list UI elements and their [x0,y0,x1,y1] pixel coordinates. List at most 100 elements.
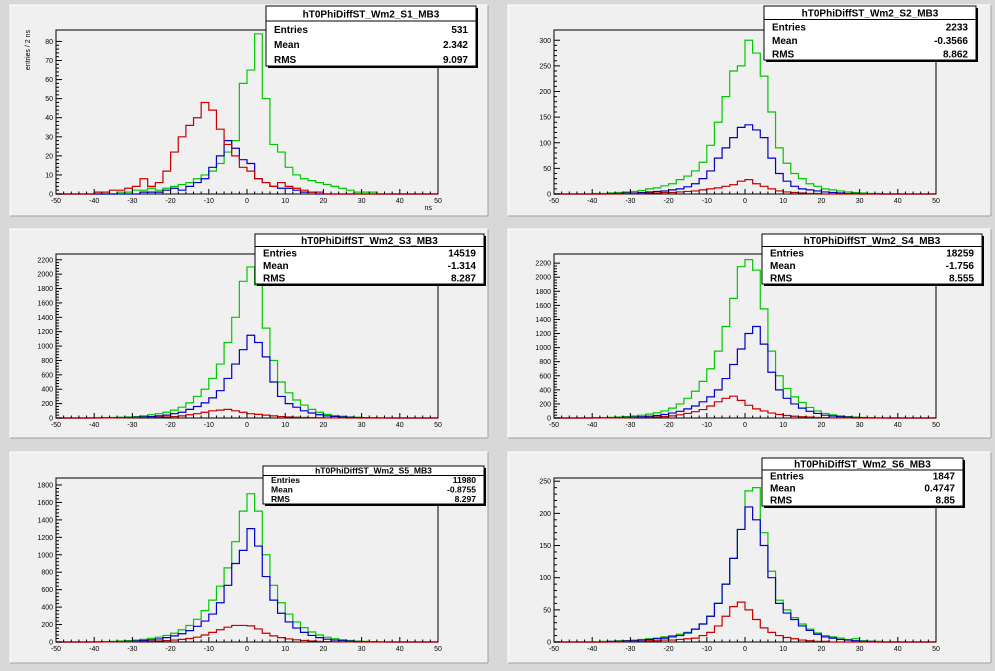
x-tick-label: 10 [281,646,289,653]
x-tick-label: -30 [625,646,635,653]
y-tick-label: 1600 [37,300,53,307]
stats-label: RMS [772,49,795,60]
stats-value: 8.555 [949,274,974,285]
stats-label: Mean [263,261,289,272]
stats-label: Entries [271,475,300,485]
stats-value: 11980 [453,475,477,485]
x-tick-label: -20 [166,646,176,653]
stats-label: Entries [274,25,308,36]
stats-label: Entries [263,249,297,260]
x-tick-label: -50 [549,422,559,429]
y-tick-label: 400 [41,387,53,394]
x-axis-title: ns [425,205,433,212]
stats-box [761,457,964,507]
y-tick-label: 200 [41,401,53,408]
y-tick-label: 50 [543,607,551,614]
stats-label: RMS [271,494,290,504]
y-tick-label: 1400 [37,517,53,524]
y-tick-label: 600 [41,372,53,379]
stats-box [265,5,477,67]
x-tick-label: 40 [396,646,404,653]
y-tick-label: 50 [45,96,53,103]
y-tick-label: 0 [49,192,53,199]
y-tick-label: 800 [41,358,53,365]
series-line-3 [56,408,438,419]
stats-title: hT0PhiDiffST_Wm2_S4_MB3 [804,236,941,247]
y-tick-label: 20 [45,153,53,160]
x-tick-label: 0 [743,422,747,429]
x-tick-label: 30 [358,198,366,205]
y-tick-label: 400 [41,605,53,612]
x-tick-label: -20 [664,646,674,653]
x-tick-label: 40 [894,422,902,429]
x-tick-label: 50 [932,646,940,653]
stats-label: Mean [271,485,293,495]
x-tick-label: -30 [625,422,635,429]
x-tick-label: -40 [587,198,597,205]
y-tick-label: 30 [45,134,53,141]
y-tick-label: 1800 [37,482,53,489]
y-tick-label: 2000 [37,272,53,279]
y-tick-label: 250 [539,63,551,70]
y-tick-label: 1800 [37,286,53,293]
y-tick-label: 80 [45,39,53,46]
stats-box [262,465,485,505]
x-tick-label: 20 [818,422,826,429]
y-tick-label: 1200 [535,331,551,338]
x-tick-label: -50 [549,646,559,653]
x-tick-label: -20 [664,198,674,205]
x-tick-label: 0 [245,198,249,205]
x-tick-label: 40 [396,422,404,429]
stats-label: Entries [772,22,806,33]
y-tick-label: 600 [41,587,53,594]
stats-value: -0.8755 [447,485,476,495]
x-tick-label: 20 [818,198,826,205]
x-tick-label: 30 [358,422,366,429]
stats-box [254,233,485,285]
x-tick-label: 20 [818,646,826,653]
x-tick-label: -10 [702,198,712,205]
series-line-1 [56,33,438,195]
stats-label: Mean [772,36,798,47]
x-tick-label: -10 [204,198,214,205]
x-tick-label: 50 [434,646,442,653]
y-tick-label: 800 [539,359,551,366]
histogram-panel-5: -50 -40 -30 -20 -10 0 10 20 30 40 50 0 200 400 600 800 1… [9,451,489,664]
x-tick-label: -50 [51,422,61,429]
y-tick-label: 1800 [535,289,551,296]
histogram-panel-6: -50 -40 -30 -20 -10 0 10 20 30 40 50 0 50 100 150 200 25… [507,451,992,664]
x-tick-label: 30 [358,646,366,653]
x-tick-label: 20 [320,646,328,653]
y-tick-label: 150 [539,115,551,122]
stats-value: 531 [451,25,468,36]
y-tick-label: 2200 [535,261,551,268]
y-tick-label: 0 [49,416,53,423]
x-tick-label: 50 [932,422,940,429]
y-tick-label: 2000 [535,275,551,282]
y-tick-label: 1400 [37,315,53,322]
x-tick-label: 0 [245,422,249,429]
x-tick-label: 30 [856,198,864,205]
stats-value: 8.85 [936,496,956,507]
x-tick-label: -10 [204,646,214,653]
y-tick-label: 0 [547,192,551,199]
x-tick-label: 40 [894,646,902,653]
y-tick-label: 100 [539,140,551,147]
y-tick-label: 1000 [535,345,551,352]
histogram-panel-1: -50 -40 -30 -20 -10 0 10 20 30 40 50 0 10 20 30 40 50 60 7… [9,4,489,217]
stats-value: 2.342 [443,40,468,51]
stats-value: -1.314 [448,261,477,272]
x-tick-label: 10 [281,198,289,205]
y-tick-label: 200 [539,89,551,96]
stats-title: hT0PhiDiffST_Wm2_S1_MB3 [303,10,440,21]
y-tick-label: 250 [539,479,551,486]
y-tick-label: 60 [45,77,53,84]
stats-value: 8.862 [943,49,968,60]
stats-label: Entries [770,472,804,483]
stats-label: Entries [770,249,804,260]
stats-title: hT0PhiDiffST_Wm2_S2_MB3 [802,9,939,20]
y-tick-label: 1400 [535,317,551,324]
y-tick-label: 1600 [37,500,53,507]
x-tick-label: -40 [587,646,597,653]
